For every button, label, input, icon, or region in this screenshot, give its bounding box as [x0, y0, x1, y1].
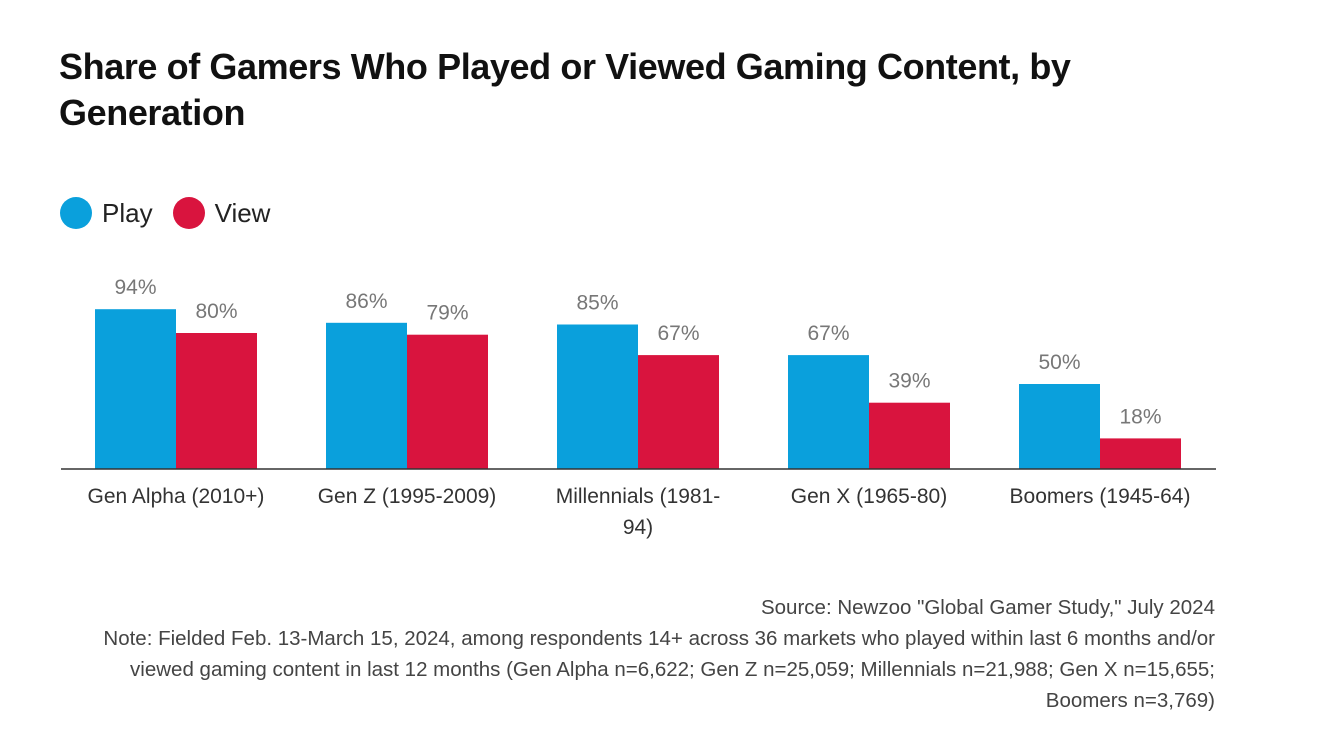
value-label-view-0: 80%	[195, 300, 237, 323]
value-label-play-0: 94%	[114, 276, 156, 299]
methodology-note: Note: Fielded Feb. 13-March 15, 2024, am…	[103, 627, 1215, 712]
category-label-0: Gen Alpha (2010+)	[88, 485, 265, 508]
bar-view-3	[869, 402, 950, 469]
legend-swatch-view	[172, 197, 205, 229]
legend-swatch-play	[60, 197, 92, 229]
bar-play-4	[1019, 384, 1100, 469]
legend-label-view: View	[214, 197, 271, 228]
value-label-play-3: 67%	[807, 322, 849, 345]
legend-item-view: View	[172, 197, 271, 229]
bar-view-2	[638, 355, 719, 469]
bar-play-3	[788, 355, 869, 469]
chart-notes: Source: Newzoo "Global Gamer Study," Jul…	[95, 592, 1215, 716]
bar-play-0	[95, 309, 176, 469]
bar-view-0	[176, 333, 257, 469]
value-label-play-2: 85%	[576, 292, 618, 315]
bar-chart: 94% 80% Gen Alpha (2010+) 86% 79% Gen Z (1995…	[61, 276, 1216, 539]
chart-title: Share of Gamers Who Played or Viewed Gam…	[59, 46, 1071, 133]
bar-play-2	[557, 324, 638, 469]
bar-view-1	[407, 334, 488, 469]
bar-view-4	[1100, 438, 1181, 469]
category-label-2-line-0: Millennials (1981-	[556, 485, 721, 508]
category-label-3: Gen X (1965-80)	[791, 485, 947, 508]
legend-item-play: Play	[60, 197, 153, 229]
value-label-play-1: 86%	[345, 290, 387, 313]
category-label-1: Gen Z (1995-2009)	[318, 485, 497, 508]
legend-label-play: Play	[102, 197, 153, 228]
bar-play-1	[326, 322, 407, 469]
value-label-view-2: 67%	[657, 322, 699, 345]
category-label-4: Boomers (1945-64)	[1010, 485, 1191, 508]
source-note: Source: Newzoo "Global Gamer Study," Jul…	[760, 596, 1215, 619]
legend: Play View	[60, 197, 290, 229]
value-label-view-3: 39%	[888, 370, 930, 393]
category-label-2-line-1: 94)	[623, 516, 653, 539]
value-label-view-4: 18%	[1119, 405, 1161, 428]
value-label-play-4: 50%	[1038, 351, 1080, 374]
value-label-view-1: 79%	[426, 302, 468, 325]
